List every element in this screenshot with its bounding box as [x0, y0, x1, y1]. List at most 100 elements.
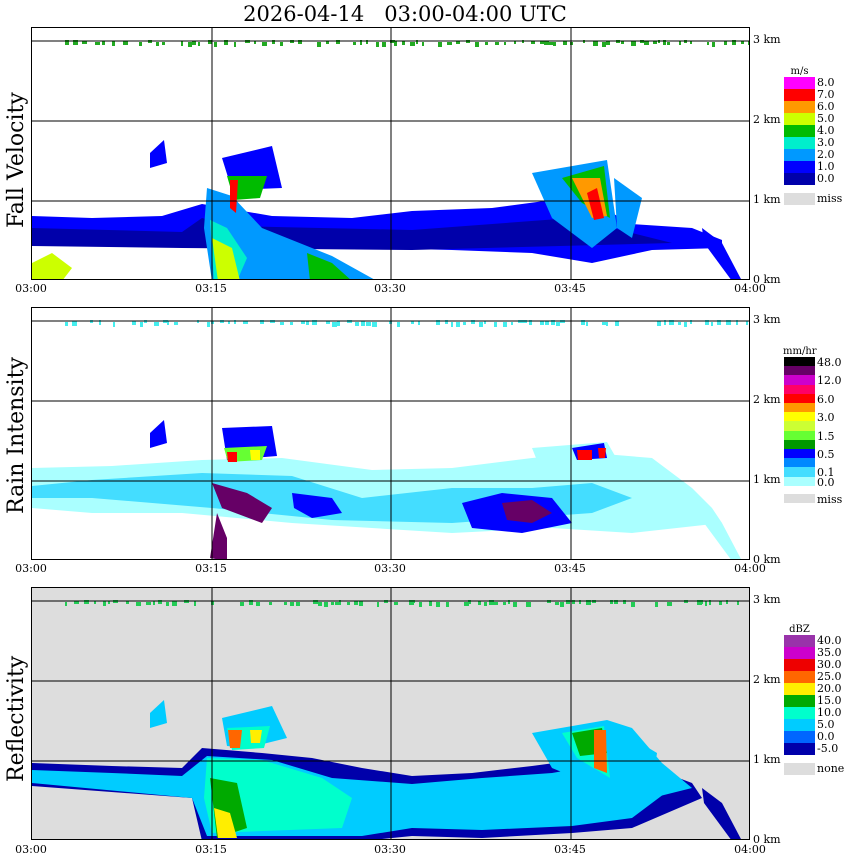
legend-swatch	[784, 659, 815, 671]
echo-patch-d	[502, 500, 552, 523]
legend-label: -5.0	[817, 742, 839, 755]
x-tick-label: 03:15	[195, 843, 227, 856]
legend-swatch	[784, 683, 815, 695]
cell-a-core	[230, 180, 238, 213]
legend-swatch	[784, 458, 815, 468]
legend-swatch	[784, 149, 815, 161]
legend-swatch	[784, 173, 815, 185]
legend-label: 6.0	[817, 100, 835, 113]
grid	[32, 308, 749, 559]
legend-label: 30.0	[817, 658, 842, 671]
cell-b-core	[577, 450, 592, 460]
legend-swatch	[784, 403, 815, 413]
legend-swatch	[784, 393, 815, 403]
echo-mid	[32, 756, 672, 836]
legend-swatch	[784, 763, 815, 775]
cell-a-core-2	[250, 450, 260, 460]
legend-swatch	[784, 467, 815, 477]
legend-label: none	[817, 762, 845, 775]
legend-swatch	[784, 695, 815, 707]
cell-b-core	[587, 188, 604, 220]
x-tick-label: 03:00	[15, 562, 47, 575]
right-streak	[702, 228, 741, 279]
grid	[32, 28, 749, 279]
x-tick-label: 03:30	[374, 843, 406, 856]
legend-label: 5.0	[817, 718, 835, 731]
cell-b-core	[594, 730, 607, 773]
legend-label: 0.1	[817, 466, 835, 480]
cell-a-core-2	[250, 730, 262, 743]
legend-swatch	[784, 421, 815, 431]
legend-label: 20.0	[817, 682, 842, 695]
ylabel-rain-intensity: Rain Intensity	[4, 357, 29, 514]
legend-swatch	[784, 357, 815, 367]
x-tick-label: 03:30	[374, 282, 406, 295]
fall-streak	[210, 513, 227, 559]
fall-streak-max	[212, 238, 240, 279]
legend-swatch	[784, 743, 815, 755]
cell-a-core	[228, 730, 242, 748]
x-tick-label: 03:45	[554, 843, 586, 856]
legend-unit: dBZ	[789, 624, 810, 635]
legend-unit: mm/hr	[783, 346, 817, 357]
legend-swatch	[784, 635, 815, 647]
low-echo	[32, 253, 72, 279]
legend-swatch	[784, 719, 815, 731]
legend-swatch	[784, 671, 815, 683]
echo-patch-b	[292, 493, 342, 518]
legend-swatch	[784, 113, 815, 125]
cell-b-trail	[614, 178, 642, 238]
x-tick-label: 04:00	[734, 282, 766, 295]
legend-label: 0.0	[817, 730, 835, 743]
legend-label: 15.0	[817, 694, 842, 707]
legend-label: 25.0	[817, 670, 842, 683]
x-tick-label: 03:45	[554, 562, 586, 575]
height-label: 1 km	[753, 753, 781, 766]
x-tick-label: 03:00	[15, 282, 47, 295]
cell-b-trail	[632, 738, 657, 788]
legend-unit: m/s	[790, 66, 809, 77]
x-tick-label: 03:15	[195, 562, 227, 575]
legend-label: miss	[817, 492, 843, 506]
legend-swatch	[784, 439, 815, 449]
legend-label: 3.0	[817, 136, 835, 149]
ylabel-reflectivity: Reflectivity	[4, 655, 29, 782]
legend-label: 35.0	[817, 646, 842, 659]
legend-label: 12.0	[817, 374, 842, 388]
legend-swatch	[784, 193, 815, 205]
legend-swatch	[784, 77, 815, 89]
legend-label: 48.0	[817, 356, 842, 369]
echo-core	[32, 218, 672, 250]
x-tick-label: 03:45	[554, 282, 586, 295]
legend-swatch	[784, 449, 815, 459]
legend-label: 1.5	[817, 429, 835, 443]
height-label: 0 km	[753, 553, 781, 566]
legend-swatch	[784, 731, 815, 743]
legend-label: 5.0	[817, 112, 835, 125]
x-tick-label: 03:00	[15, 843, 47, 856]
legend-swatch	[784, 493, 815, 503]
x-tick-label: 03:15	[195, 282, 227, 295]
height-label: 1 km	[753, 193, 781, 206]
legend-label: 8.0	[817, 76, 835, 89]
height-label: 3 km	[753, 593, 781, 606]
plot-reflectivity	[31, 587, 750, 840]
plot-rain-intensity	[31, 307, 750, 560]
legend-swatch	[784, 476, 815, 486]
legend-swatch	[784, 707, 815, 719]
ylabel-fall-velocity: Fall Velocity	[4, 92, 29, 228]
legend-label: 3.0	[817, 411, 835, 425]
legend-label: 4.0	[817, 124, 835, 137]
echo-patch-a	[212, 483, 272, 523]
x-tick-label: 03:30	[374, 562, 406, 575]
scatter-returns	[65, 600, 739, 607]
legend-label: 1.0	[817, 160, 835, 173]
height-label: 1 km	[753, 473, 781, 486]
legend-label: 0.0	[817, 475, 835, 489]
cell-small	[150, 420, 167, 448]
legend-label: 7.0	[817, 88, 835, 101]
height-label: 3 km	[753, 33, 781, 46]
fall-streak	[204, 188, 374, 279]
legend-label: 0.0	[817, 172, 835, 185]
legend-swatch	[784, 125, 815, 137]
